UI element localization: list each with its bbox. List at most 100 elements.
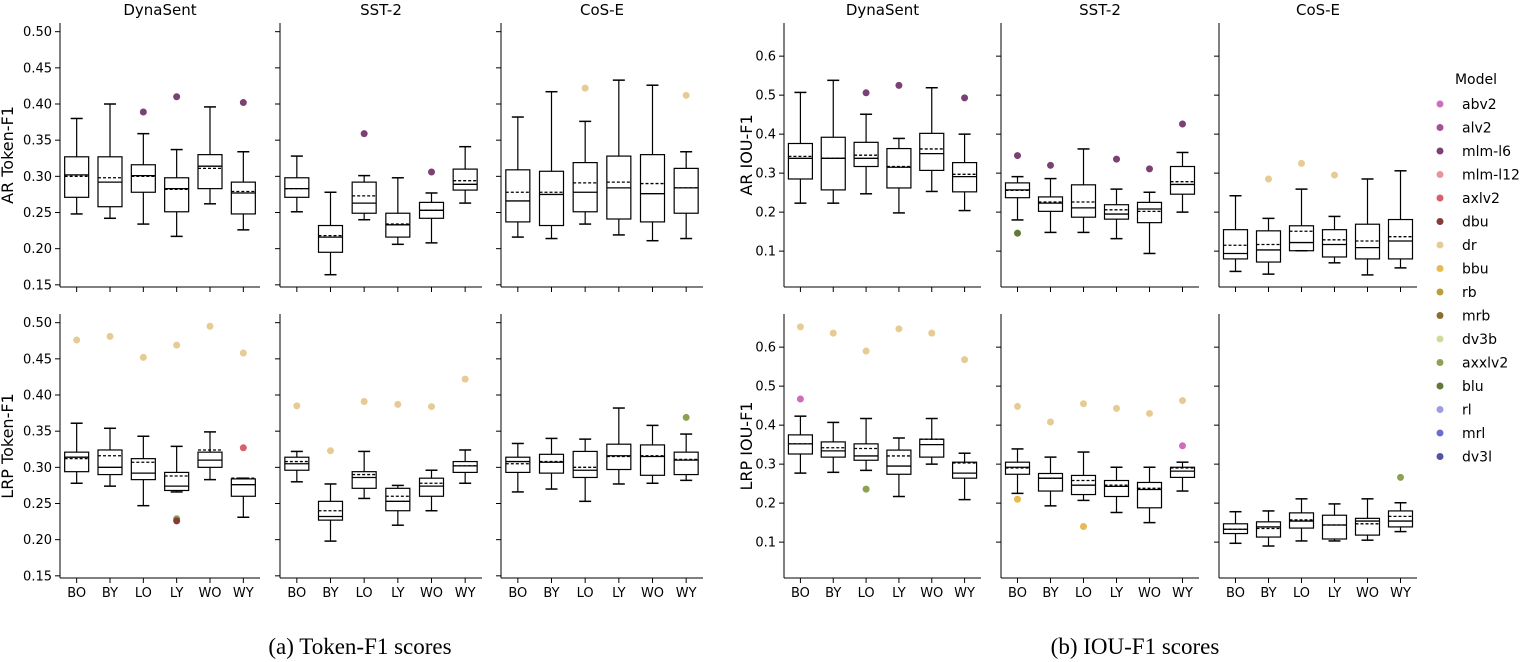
outlier-point — [1113, 404, 1120, 412]
outlier-point — [682, 91, 690, 99]
box-LY — [886, 325, 912, 498]
x-tick-label: LY — [1328, 586, 1342, 601]
box-LY — [1103, 404, 1130, 514]
panel-title: CoS-E — [580, 1, 624, 19]
x-tick-label: WO — [1138, 586, 1161, 601]
box-WY — [1169, 120, 1196, 213]
box-BO — [505, 116, 531, 238]
outlier-point — [239, 444, 247, 452]
legend-item-dv3b: dv3b — [1436, 332, 1497, 348]
box-iqr — [418, 477, 445, 497]
box-BY — [1037, 161, 1064, 234]
x-tick-label: BY — [102, 586, 118, 601]
box-BO — [1222, 510, 1249, 545]
outlier-point — [895, 325, 903, 333]
box-iqr — [820, 136, 846, 191]
legend-marker — [1436, 429, 1444, 437]
legend-item-mlm-l6: mlm-l6 — [1436, 144, 1511, 160]
y-tick-label: 0.40 — [23, 98, 52, 113]
y-tick-label: 0.50 — [23, 316, 52, 331]
box-LO — [1288, 159, 1315, 252]
box-LO — [351, 130, 377, 221]
box-BY — [1255, 175, 1282, 275]
box-BO — [284, 155, 310, 213]
box-iqr — [673, 451, 699, 476]
outlier-point — [360, 398, 368, 406]
outlier-point — [796, 323, 804, 331]
outlier-point — [1014, 152, 1021, 160]
legend-item-bbu: bbu — [1436, 262, 1489, 278]
box-iqr — [1070, 184, 1097, 218]
legend-item-alv2: alv2 — [1436, 121, 1492, 137]
y-tick-label: 0.50 — [23, 25, 52, 40]
box-iqr — [787, 142, 814, 180]
outlier-point — [1179, 397, 1186, 405]
x-tick-label: WY — [455, 586, 476, 601]
box-iqr — [572, 450, 598, 479]
panel-b-1-1: BO BY LO LY WO WY — [996, 314, 1199, 601]
box-BY — [820, 79, 846, 204]
y-tick-label: 0.1 — [755, 245, 776, 260]
outlier-point — [1014, 495, 1021, 503]
box-iqr — [919, 438, 945, 458]
box-BO — [64, 117, 90, 215]
x-tick-label: WO — [1356, 586, 1379, 601]
box-iqr — [164, 471, 190, 492]
box-BY — [538, 437, 565, 490]
y-tick-label: 0.1 — [755, 536, 776, 551]
y-tick-label: 0.2 — [755, 206, 776, 221]
x-tick-label: LO — [858, 586, 875, 601]
outlier-point — [1047, 418, 1054, 426]
box-iqr — [452, 460, 478, 474]
outlier-point — [394, 400, 402, 408]
outlier-point — [1146, 409, 1153, 417]
box-iqr — [1321, 229, 1348, 258]
x-tick-label: WO — [198, 586, 221, 601]
panel-a-0-1: SST-2 — [275, 1, 482, 292]
box-iqr — [886, 449, 912, 475]
box-WY — [673, 91, 699, 240]
x-tick-label: BO — [287, 586, 306, 601]
legend-marker — [1436, 100, 1444, 108]
outlier-point — [862, 89, 870, 97]
box-WY — [230, 99, 256, 231]
box-iqr — [1037, 196, 1064, 212]
box-iqr — [385, 487, 411, 512]
legend-label: abv2 — [1462, 97, 1497, 113]
panel-b-1-2: BO BY LO LY WO WY — [1214, 314, 1417, 601]
legend-marker — [1436, 335, 1444, 343]
outlier-point — [139, 108, 147, 116]
legend-label: axxlv2 — [1462, 356, 1508, 372]
box-BO — [787, 91, 814, 204]
x-tick-label: LO — [1075, 586, 1092, 601]
x-tick-label: BY — [825, 586, 841, 601]
y-tick-label: 0.35 — [23, 134, 52, 149]
x-tick-label: LY — [1110, 586, 1124, 601]
y-tick-label: 0.25 — [23, 497, 52, 512]
y-tick-label: 0.3 — [755, 458, 776, 473]
box-LY — [164, 93, 190, 238]
x-tick-label: LO — [356, 586, 373, 601]
box-BO — [64, 336, 90, 484]
x-tick-label: LO — [1293, 586, 1310, 601]
x-tick-label: LO — [135, 586, 152, 601]
x-tick-label: BO — [791, 586, 810, 601]
outlier-point — [928, 329, 936, 337]
y-tick-label: 0.15 — [23, 278, 52, 293]
box-iqr — [197, 154, 223, 190]
outlier-point — [327, 447, 334, 455]
outlier-point — [173, 341, 181, 349]
box-WO — [1136, 165, 1163, 255]
legend-marker — [1436, 406, 1444, 413]
box-BO — [1222, 195, 1249, 273]
panel-title: SST-2 — [360, 1, 402, 19]
legend-marker — [1436, 124, 1444, 131]
box-iqr — [64, 451, 90, 473]
box-BO — [505, 442, 531, 493]
legend-item-rb: rb — [1436, 285, 1477, 301]
box-iqr — [919, 132, 945, 172]
box-BO — [1004, 402, 1031, 503]
outlier-point — [862, 347, 870, 355]
box-WY — [452, 375, 478, 484]
panel-b-1-0: 0.1 0.2 0.3 0.4 0.5 0.6 LRP IOU-F1 BO BY LO LY WO WY — [737, 314, 981, 601]
